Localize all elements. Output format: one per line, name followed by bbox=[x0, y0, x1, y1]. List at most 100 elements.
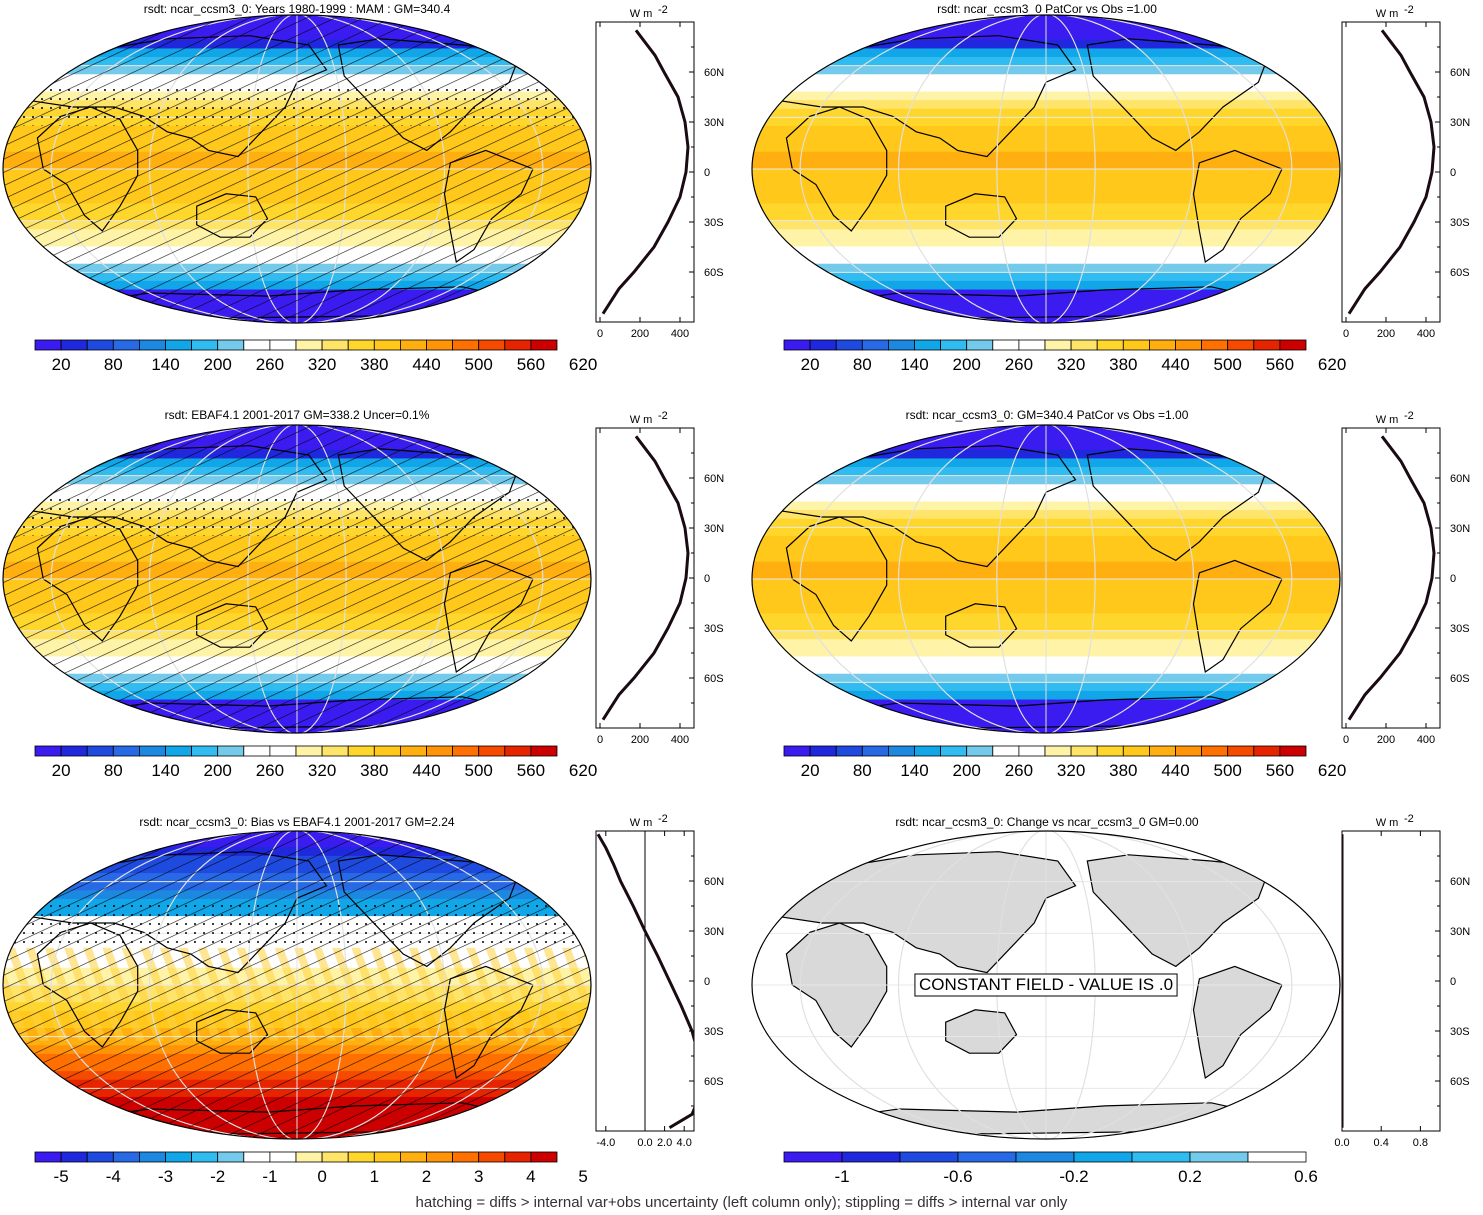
continent-outline bbox=[785, 106, 888, 232]
plot-frame bbox=[595, 427, 695, 729]
colorbar-swatch bbox=[426, 339, 454, 351]
continent-outline bbox=[1086, 448, 1272, 562]
unit-superscript: -2 bbox=[1404, 4, 1414, 16]
zonal-mean-plot-4: W m -2 60N 30N 0 30S 60S 0 200 400 bbox=[1341, 410, 1470, 746]
colorbar-label: 0.2 bbox=[1178, 1167, 1202, 1186]
colorbar-label: -0.2 bbox=[1059, 1167, 1088, 1186]
colorbar-swatch bbox=[504, 339, 532, 351]
x-tick-label: 400 bbox=[1417, 734, 1435, 746]
colorbar-swatch bbox=[1189, 1151, 1249, 1163]
panel-title-6: rsdt: ncar_ccsm3_0: Change vs ncar_ccsm3… bbox=[895, 815, 1198, 829]
colorbar-swatch bbox=[914, 339, 942, 351]
panel-title-4: rsdt: ncar_ccsm3_0: GM=340.4 PatCor vs O… bbox=[906, 408, 1189, 422]
graticule-meridian bbox=[898, 15, 1194, 323]
unit-label: W m bbox=[1376, 817, 1399, 829]
colorbar-1: 20 80 140 200 260 320 380 440 500 560 620 bbox=[34, 339, 597, 374]
lat-tick-label: 0 bbox=[1450, 167, 1456, 179]
colorbar-swatch bbox=[1015, 1151, 1075, 1163]
x-tick-label: 200 bbox=[1377, 734, 1395, 746]
colorbar-swatch bbox=[1253, 745, 1281, 757]
zonal-mean-line bbox=[1347, 435, 1436, 721]
colorbar-swatch bbox=[530, 1151, 558, 1163]
hatching-overlay bbox=[3, 831, 591, 1139]
map-border bbox=[2, 14, 592, 324]
lat-tick-label: 60N bbox=[704, 67, 724, 79]
x-tick-label: 0 bbox=[1343, 328, 1349, 340]
colorbar-swatch bbox=[426, 1151, 454, 1163]
colorbar-swatch bbox=[1279, 339, 1307, 351]
colorbar-swatch bbox=[530, 339, 558, 351]
colorbar-swatch bbox=[992, 339, 1020, 351]
colorbar-label: 80 bbox=[104, 761, 123, 780]
colorbar-swatch bbox=[1227, 745, 1255, 757]
x-tick-label: 400 bbox=[671, 328, 689, 340]
colorbar-label: 380 bbox=[360, 355, 388, 374]
lat-tick-label: 60S bbox=[704, 267, 724, 279]
x-tick-label: 400 bbox=[1417, 328, 1435, 340]
colorbar-swatch bbox=[269, 745, 297, 757]
colorbar-label: -2 bbox=[210, 1167, 225, 1186]
colorbar-label: -0.6 bbox=[943, 1167, 972, 1186]
zonal-mean-line bbox=[1347, 29, 1436, 315]
colorbar-swatch bbox=[373, 745, 401, 757]
colorbar-label: 560 bbox=[517, 355, 545, 374]
colorbar-swatch bbox=[321, 1151, 349, 1163]
lat-tick-label: 60S bbox=[704, 673, 724, 685]
colorbar-swatch bbox=[243, 339, 271, 351]
colorbar-swatch bbox=[399, 339, 427, 351]
colorbar-label: 260 bbox=[1005, 761, 1033, 780]
zonal-mean-line bbox=[601, 435, 690, 721]
unit-superscript: -2 bbox=[658, 4, 668, 16]
colorbar-swatch bbox=[269, 339, 297, 351]
colorbar-swatch bbox=[835, 745, 863, 757]
colorbar-swatch bbox=[347, 339, 375, 351]
colorbar-swatch bbox=[940, 339, 968, 351]
unit-label: W m bbox=[630, 8, 653, 20]
colorbar-swatch bbox=[191, 745, 219, 757]
colorbar-swatch bbox=[1070, 745, 1098, 757]
colorbar-label: 380 bbox=[360, 761, 388, 780]
x-tick-label: 0.4 bbox=[1374, 1137, 1389, 1149]
colorbar-swatch bbox=[295, 1151, 323, 1163]
colorbar-label: 140 bbox=[151, 355, 179, 374]
lat-tick-label: 30N bbox=[1450, 523, 1470, 535]
colorbar-label: 620 bbox=[1318, 761, 1346, 780]
colorbar-swatch bbox=[861, 745, 889, 757]
colorbar-label: 320 bbox=[1057, 355, 1085, 374]
colorbar-label: 380 bbox=[1109, 355, 1137, 374]
colorbar-swatch bbox=[478, 1151, 506, 1163]
map-border bbox=[751, 830, 1341, 1140]
colorbar-label: 440 bbox=[412, 355, 440, 374]
colorbar-label: 620 bbox=[1318, 355, 1346, 374]
colorbar-label: -1 bbox=[262, 1167, 277, 1186]
colorbar-label: 500 bbox=[465, 355, 493, 374]
graticule-meridian bbox=[799, 15, 1293, 323]
colorbar-swatch bbox=[165, 1151, 193, 1163]
colorbar-swatch bbox=[1018, 339, 1046, 351]
colorbar-label: 200 bbox=[953, 761, 981, 780]
colorbar-label: 5 bbox=[578, 1167, 587, 1186]
colorbar-swatch bbox=[1253, 339, 1281, 351]
graticule-meridian bbox=[799, 831, 1293, 1139]
colorbar-swatch bbox=[783, 745, 811, 757]
colorbar-swatch bbox=[1018, 745, 1046, 757]
unit-superscript: -2 bbox=[1404, 410, 1414, 422]
colorbar-swatch bbox=[86, 745, 114, 757]
lat-tick-label: 0 bbox=[1450, 573, 1456, 585]
zonal-mean-plot-6: W m -2 60N 30N 0 30S 60S 0.0 0.4 0.8 bbox=[1334, 813, 1470, 1149]
colorbar-swatch bbox=[243, 1151, 271, 1163]
colorbar-swatch bbox=[914, 745, 942, 757]
colorbar-label: -3 bbox=[158, 1167, 173, 1186]
colorbar-swatch bbox=[34, 1151, 62, 1163]
colorbar-swatch bbox=[835, 339, 863, 351]
lat-tick-label: 0 bbox=[1450, 976, 1456, 988]
colorbar-swatch bbox=[809, 745, 837, 757]
colorbar-swatch bbox=[530, 745, 558, 757]
colorbar-label: 3 bbox=[474, 1167, 483, 1186]
colorbar-label: 80 bbox=[853, 761, 872, 780]
colorbar-swatch bbox=[1175, 745, 1203, 757]
stippling-overlay bbox=[3, 904, 591, 948]
colorbar-swatch bbox=[504, 1151, 532, 1163]
colorbar-label: 440 bbox=[1161, 761, 1189, 780]
colorbar-swatch bbox=[399, 1151, 427, 1163]
